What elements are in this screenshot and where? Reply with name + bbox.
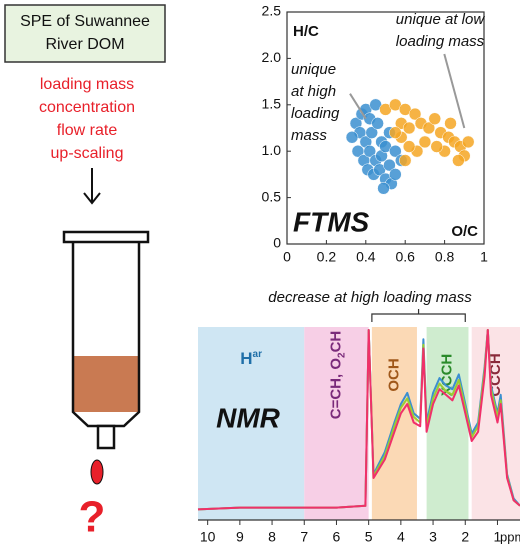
annotation: mass [291,127,327,144]
scatter-point [430,140,443,153]
region-label: XCCH [439,354,456,397]
region-label-part: XCCH [439,354,456,397]
x-tick-label: 10 [200,529,216,545]
region-label-part: OCH [385,358,402,391]
region-band [198,327,305,520]
region-label-part: H [240,349,252,368]
y-tick-label: 1.5 [262,96,282,112]
spectrum-line [197,329,520,511]
y-axis-label: H/C [293,23,319,40]
y-tick-label: 0 [273,235,281,251]
x-tick-label: 0.4 [356,249,376,265]
arrow-down [83,168,101,205]
y-tick-label: 2.5 [262,3,282,19]
region-label: Har [240,349,262,368]
y-tick-label: 1.0 [262,142,282,158]
region-label-part: CH [327,331,344,353]
x-tick-label: 7 [300,529,308,545]
region-label: OCH [385,358,402,391]
condition: flow rate [57,122,118,139]
question-mark: ? [79,493,106,542]
box-line: SPE of Suwannee [20,13,150,30]
annotation-bracket [371,309,466,322]
y-tick-label: 0.5 [262,188,282,204]
scatter-point [389,168,402,181]
scatter-point [345,131,359,144]
annotation: loading mass [396,33,485,50]
x-tick-label: 3 [429,529,437,545]
x-tick-label: 8 [268,529,276,545]
condition: loading mass [40,76,134,93]
region-label: C=CH, O2CH [327,331,347,420]
box-line: River DOM [45,36,124,53]
scatter-point [389,126,402,139]
x-axis-label: O/C [451,223,478,240]
region-band [304,327,369,520]
scatter-point [398,154,412,167]
scatter-point [377,182,390,195]
spe-cartridge [62,230,150,485]
annotation: loading [291,105,340,122]
plot-frame [286,11,485,245]
method-label: FTMS [293,206,370,237]
x-tick-label: 4 [397,529,405,545]
x-tick-label: 0 [283,249,291,265]
annotation: decrease at high loading mass [268,289,472,306]
scatter-point [461,135,475,149]
y-tick-label: 2.0 [262,49,282,65]
annotation: at high [291,83,336,100]
region-band [426,327,469,520]
x-tick-label: 0.2 [317,249,337,265]
method-label: NMR [216,402,281,433]
condition: up-scaling [51,145,124,162]
scatter-point [452,154,465,167]
scatter-point [363,144,376,158]
scatter-point [422,121,436,135]
scatter-point [408,107,422,121]
x-tick-label: 1 [494,529,502,545]
scatter-point [389,144,402,158]
annotation: unique at low [396,11,486,28]
x-tick-label: 1 [480,249,488,265]
region-label-part: C=CH, O [327,358,344,420]
condition: concentration [39,99,135,116]
annotation: unique [291,61,336,78]
x-tick-label: 6 [333,529,341,545]
scatter-point [444,117,457,130]
scatter-point [371,117,384,130]
region-label-part: 2 [337,352,348,358]
title-box [4,4,166,63]
x-axis-label: ppm [500,529,520,544]
annotation-arrow [349,93,367,120]
annotation-arrow [443,53,466,129]
scatter-point [365,126,378,139]
scatter-point [428,112,441,125]
scatter-point [383,158,396,172]
scatter-point [402,140,416,153]
region-label-part: ar [253,349,263,360]
x-tick-label: 9 [236,529,244,545]
x-tick-label: 0.6 [395,249,415,265]
x-tick-label: 2 [461,529,469,545]
x-tick-label: 0.8 [435,249,455,265]
x-tick-label: 5 [365,529,373,545]
scatter-point [402,121,416,135]
scatter-point [418,135,432,149]
